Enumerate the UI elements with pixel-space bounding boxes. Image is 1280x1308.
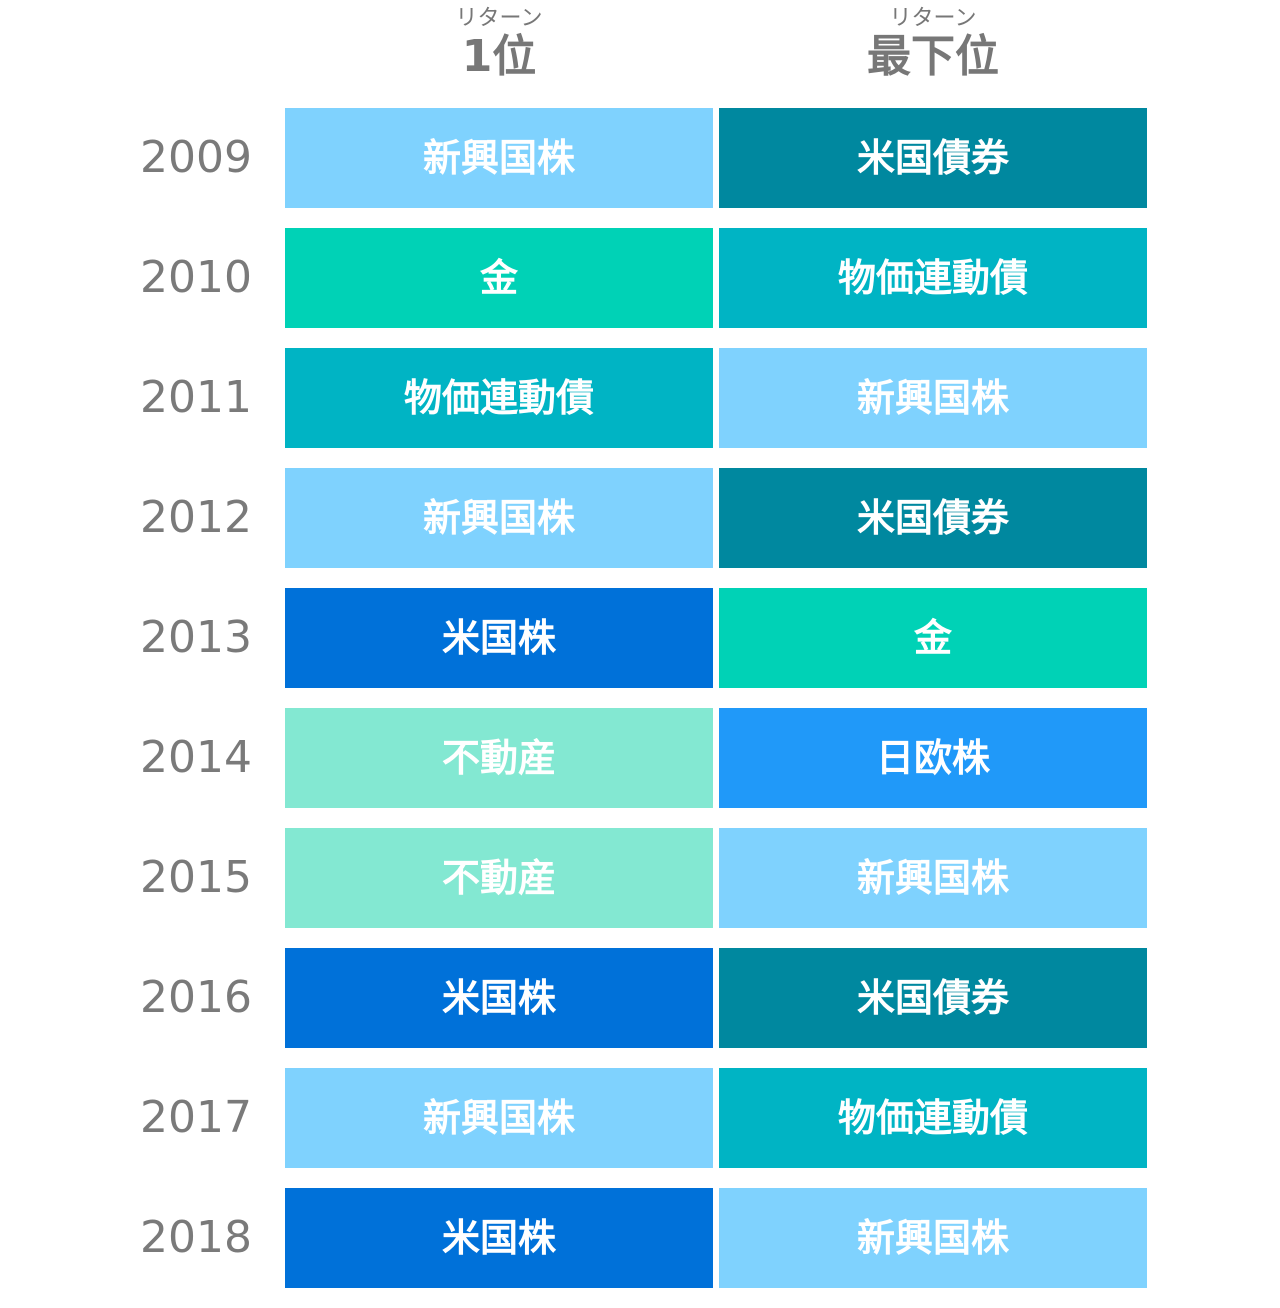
column-header-bottom-sub: リターン — [889, 6, 977, 31]
top-return-cell: 新興国株 — [285, 468, 713, 568]
year-label: 2014 — [140, 732, 252, 783]
bottom-return-cell: 新興国株 — [719, 1188, 1147, 1288]
table-row: 2017 新興国株 物価連動債 — [0, 1068, 1280, 1168]
year-label: 2011 — [140, 372, 252, 423]
year-label: 2015 — [140, 852, 252, 903]
bottom-return-cell: 日欧株 — [719, 708, 1147, 808]
column-header-top-main: 1位 — [461, 31, 537, 82]
top-return-cell: 米国株 — [285, 948, 713, 1048]
bottom-return-cell: 米国債券 — [719, 948, 1147, 1048]
top-return-cell: 新興国株 — [285, 1068, 713, 1168]
year-label: 2010 — [140, 252, 252, 303]
table-row: 2010 金物価連動債 — [0, 228, 1280, 328]
top-return-cell: 不動産 — [285, 708, 713, 808]
top-return-cell: 不動産 — [285, 828, 713, 928]
table-row: 2018 米国株 新興国株 — [0, 1188, 1280, 1288]
column-header-bottom: リターン 最下位 — [719, 0, 1147, 82]
bottom-return-cell: 物価連動債 — [719, 1068, 1147, 1168]
year-label: 2012 — [140, 492, 252, 543]
year-label: 2017 — [140, 1092, 252, 1143]
table-row: 2013 米国株金 — [0, 588, 1280, 688]
table-row: 2012 新興国株 米国債券 — [0, 468, 1280, 568]
top-return-cell: 新興国株 — [285, 108, 713, 208]
top-return-cell: 金 — [285, 228, 713, 328]
year-label: 2009 — [140, 132, 252, 183]
year-label: 2013 — [140, 612, 252, 663]
top-return-cell: 米国株 — [285, 588, 713, 688]
table-row: 2011 物価連動債 新興国株 — [0, 348, 1280, 448]
bottom-return-cell: 新興国株 — [719, 828, 1147, 928]
table-row: 2014 不動産 日欧株 — [0, 708, 1280, 808]
ranking-table: 2009 新興国株 米国債券 2010 金物価連動債 2011 物価連動債 新興国株 2012 新… — [0, 108, 1280, 1308]
year-label: 2018 — [140, 1212, 252, 1263]
bottom-return-cell: 米国債券 — [719, 468, 1147, 568]
table-row: 2009 新興国株 米国債券 — [0, 108, 1280, 208]
bottom-return-cell: 物価連動債 — [719, 228, 1147, 328]
bottom-return-cell: 米国債券 — [719, 108, 1147, 208]
column-header-bottom-main: 最下位 — [867, 31, 999, 82]
bottom-return-cell: 金 — [719, 588, 1147, 688]
table-row: 2016 米国株 米国債券 — [0, 948, 1280, 1048]
column-header-top-sub: リターン — [455, 6, 543, 31]
top-return-cell: 物価連動債 — [285, 348, 713, 448]
top-return-cell: 米国株 — [285, 1188, 713, 1288]
table-row: 2015 不動産 新興国株 — [0, 828, 1280, 928]
year-label: 2016 — [140, 972, 252, 1023]
bottom-return-cell: 新興国株 — [719, 348, 1147, 448]
column-header-top: リターン 1位 — [285, 0, 713, 82]
